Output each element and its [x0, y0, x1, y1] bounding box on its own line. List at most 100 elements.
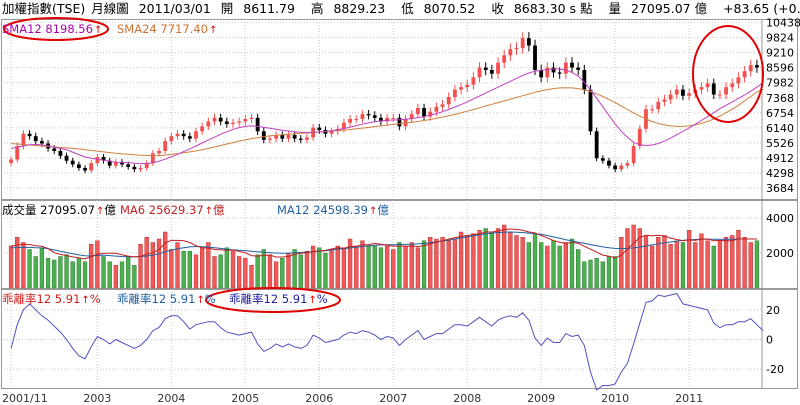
candle-body [520, 38, 525, 48]
candle-body [218, 117, 223, 122]
candle-body [705, 83, 710, 88]
volume-bar [267, 254, 273, 289]
volume-bar [736, 230, 741, 289]
volume-bar [329, 249, 334, 289]
index-title: 加權指數(TSE) [2, 1, 86, 16]
bias-panel [10, 292, 764, 391]
volume-bar [119, 261, 125, 289]
candle-body [699, 87, 704, 90]
quote-date: 2011/03/01 [138, 1, 211, 16]
candle-body [415, 108, 420, 115]
candle-body [268, 138, 272, 140]
up-arrow-icon: ↑ [208, 25, 218, 36]
candle-body [625, 163, 630, 166]
volume-bar [360, 240, 365, 289]
volume-bar [58, 256, 63, 289]
volume-bar [409, 242, 414, 289]
high-label: 高 8829.23 [310, 1, 386, 16]
volume-bar [236, 256, 242, 289]
volume-bar [255, 254, 260, 289]
annotation-circle [692, 25, 764, 123]
low-value: 8070.52 [423, 1, 476, 16]
volume-bar [748, 242, 753, 289]
volume-bar [175, 242, 180, 289]
volume-bar [545, 245, 550, 289]
candle-body [366, 114, 371, 116]
volume-bar [347, 238, 353, 289]
volume-bar [298, 254, 303, 289]
x-tick-label: 2011 [675, 392, 703, 405]
volume-bar [335, 245, 340, 289]
volume-bar [384, 245, 390, 289]
candle-body [662, 99, 667, 102]
bias-legend-3: 乖離率12 5.91↑% [229, 292, 328, 306]
candle-body [157, 150, 161, 154]
candle-body [132, 166, 137, 170]
y-tick-label: 4000 [766, 212, 794, 225]
candle-body [274, 134, 279, 139]
candle-body [668, 94, 673, 100]
candle-body [144, 163, 149, 169]
candle-body [212, 117, 217, 122]
volume-bar [70, 261, 75, 289]
bias-legend-1: 乖離率12 5.91↑% [2, 292, 101, 306]
candle-body [379, 117, 383, 122]
candle-body [89, 163, 94, 171]
candle-body [385, 117, 389, 122]
candle-body [477, 67, 482, 78]
volume-panel [8, 224, 760, 289]
volume-bar [304, 251, 310, 289]
candle-body [280, 134, 285, 139]
up-arrow-icon: ↑ [308, 295, 317, 306]
volume-bar [711, 245, 716, 289]
y-tick-label: 20 [766, 304, 780, 317]
volume-bar [64, 254, 69, 289]
volume-bar [212, 256, 217, 289]
volume-bar [514, 235, 519, 289]
up-arrow-icon: ↑ [96, 206, 105, 217]
open-label: 開 8611.79 [220, 1, 295, 16]
candle-body [570, 62, 574, 68]
candle-body [526, 38, 531, 46]
y-tick-label: -20 [766, 363, 784, 376]
candle-body [551, 67, 556, 73]
volume-bar [477, 230, 482, 289]
y-tick-label: 9824 [766, 32, 794, 45]
volume-bar [754, 240, 760, 289]
change-value: +83.65 (+0.97%) [723, 1, 800, 16]
y-tick-label: 6140 [766, 122, 794, 135]
candle-body [440, 104, 445, 107]
volume-bar [372, 245, 377, 289]
up-arrow-icon: ↑ [93, 25, 103, 36]
candle-body [508, 49, 513, 56]
volume-bar [600, 261, 605, 289]
volume-bar [723, 237, 729, 289]
volume-bar [132, 265, 137, 289]
candle-body [576, 67, 581, 71]
close-label: 收 8683.30 s 點 [491, 1, 593, 16]
candle-body [52, 148, 57, 151]
volume-bar [428, 237, 433, 289]
period-label[interactable]: 月線圖 [91, 1, 129, 16]
volume-bar [82, 261, 88, 289]
candle-body [557, 72, 562, 74]
candle-body [64, 155, 69, 161]
y-tick-label: 0 [766, 334, 773, 347]
volume-bar [606, 256, 612, 289]
volume-bar [341, 247, 347, 289]
low-label: 低 8070.52 [401, 1, 476, 16]
candle-body [637, 128, 642, 146]
candle-body [181, 133, 186, 137]
volume-bar [483, 228, 488, 289]
volume-bar [45, 258, 51, 289]
volume-bar [656, 237, 661, 289]
y-tick-label: 4912 [766, 152, 794, 165]
candle-body [656, 101, 661, 110]
volume-bar [224, 247, 229, 289]
volume-bar [699, 233, 704, 289]
annotation-circle [205, 287, 341, 313]
up-arrow-icon: ↑ [204, 206, 214, 217]
candle-body [58, 150, 63, 156]
volume-bar [446, 240, 451, 289]
